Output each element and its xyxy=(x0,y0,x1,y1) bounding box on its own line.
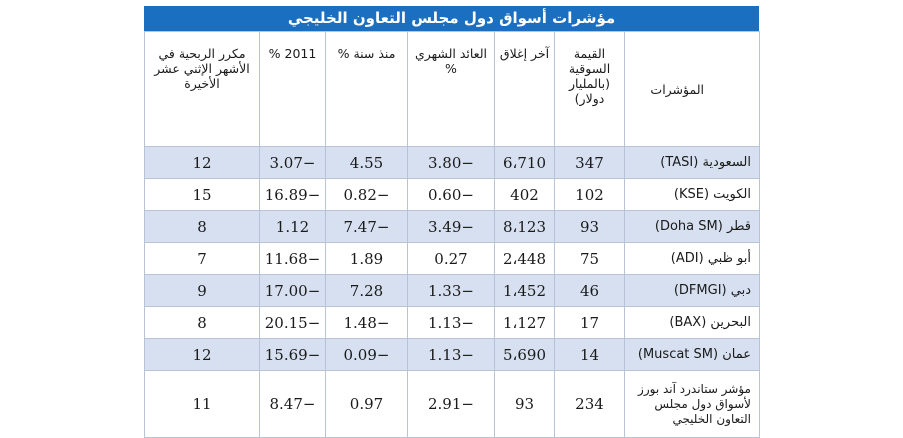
cell-market-cap: 75 xyxy=(554,242,625,275)
cell-2011: −17.00 xyxy=(259,274,326,307)
cell-market-cap: 93 xyxy=(554,210,625,243)
cell-monthly-return: −1.33 xyxy=(407,274,495,307)
table-row: قطر (Doha SM) 93 8،123 −3.49 −7.47 1.12 … xyxy=(144,210,760,243)
cell-last-close: 402 xyxy=(494,178,555,211)
cell-pe-ratio: 11 xyxy=(144,370,260,438)
cell-one-year: 1.89 xyxy=(325,242,408,275)
cell-name: البحرين (BAX) xyxy=(624,306,760,339)
cell-one-year: −7.47 xyxy=(325,210,408,243)
table-row: السعودية (TASI) 347 6،710 −3.80 4.55 −3.… xyxy=(144,146,760,179)
cell-name: قطر (Doha SM) xyxy=(624,210,760,243)
table-row: دبي (DFMGI) 46 1،452 −1.33 7.28 −17.00 9 xyxy=(144,274,760,307)
cell-one-year: 7.28 xyxy=(325,274,408,307)
header-market-cap: القيمة السوقية (بالمليار دولار) xyxy=(554,31,625,147)
table-row: عمان (Muscat SM) 14 5،690 −1.13 −0.09 −1… xyxy=(144,338,760,371)
cell-pe-ratio: 8 xyxy=(144,306,260,339)
cell-monthly-return: −0.60 xyxy=(407,178,495,211)
cell-2011: −11.68 xyxy=(259,242,326,275)
cell-one-year: 0.97 xyxy=(325,370,408,438)
header-last-close: آخر إغلاق xyxy=(494,31,555,147)
cell-last-close: 1،452 xyxy=(494,274,555,307)
cell-name: الكويت (KSE) xyxy=(624,178,760,211)
table-row: البحرين (BAX) 17 1،127 −1.13 −1.48 −20.1… xyxy=(144,306,760,339)
cell-last-close: 6،710 xyxy=(494,146,555,179)
cell-name: أبو ظبي (ADI) xyxy=(624,242,760,275)
gcc-indices-table-container: مؤشرات أسواق دول مجلس التعاون الخليجي ال… xyxy=(144,6,760,438)
cell-pe-ratio: 12 xyxy=(144,146,260,179)
cell-one-year: −0.09 xyxy=(325,338,408,371)
table-row: أبو ظبي (ADI) 75 2،448 0.27 1.89 −11.68 … xyxy=(144,242,760,275)
table-row: الكويت (KSE) 102 402 −0.60 −0.82 −16.89 … xyxy=(144,178,760,211)
header-indices: المؤشرات xyxy=(624,31,760,147)
cell-market-cap: 46 xyxy=(554,274,625,307)
cell-2011: −16.89 xyxy=(259,178,326,211)
cell-market-cap: 14 xyxy=(554,338,625,371)
header-2011: 2011 % xyxy=(259,31,326,147)
cell-monthly-return: −2.91 xyxy=(407,370,495,438)
cell-market-cap: 234 xyxy=(554,370,625,438)
cell-market-cap: 347 xyxy=(554,146,625,179)
cell-last-close: 5،690 xyxy=(494,338,555,371)
cell-last-close: 93 xyxy=(494,370,555,438)
gcc-indices-table: المؤشرات القيمة السوقية (بالمليار دولار)… xyxy=(144,31,760,438)
header-monthly-return: العائد الشهري % xyxy=(407,31,495,147)
cell-one-year: 4.55 xyxy=(325,146,408,179)
header-pe-ratio: مكرر الربحية في الأشهر الإثني عشر الأخير… xyxy=(144,31,260,147)
cell-one-year: −0.82 xyxy=(325,178,408,211)
cell-pe-ratio: 12 xyxy=(144,338,260,371)
cell-pe-ratio: 9 xyxy=(144,274,260,307)
cell-name: دبي (DFMGI) xyxy=(624,274,760,307)
cell-name: السعودية (TASI) xyxy=(624,146,760,179)
cell-2011: −20.15 xyxy=(259,306,326,339)
cell-2011: 1.12 xyxy=(259,210,326,243)
cell-last-close: 1،127 xyxy=(494,306,555,339)
cell-monthly-return: −1.13 xyxy=(407,306,495,339)
cell-market-cap: 102 xyxy=(554,178,625,211)
header-one-year: منذ سنة % xyxy=(325,31,408,147)
cell-pe-ratio: 15 xyxy=(144,178,260,211)
cell-name: مؤشر ستاندرد آند بورز لأسواق دول مجلس ال… xyxy=(624,370,760,438)
cell-market-cap: 17 xyxy=(554,306,625,339)
cell-name: عمان (Muscat SM) xyxy=(624,338,760,371)
cell-one-year: −1.48 xyxy=(325,306,408,339)
cell-monthly-return: −3.49 xyxy=(407,210,495,243)
cell-pe-ratio: 8 xyxy=(144,210,260,243)
table-title: مؤشرات أسواق دول مجلس التعاون الخليجي xyxy=(144,6,759,31)
cell-last-close: 2،448 xyxy=(494,242,555,275)
cell-pe-ratio: 7 xyxy=(144,242,260,275)
cell-2011: −8.47 xyxy=(259,370,326,438)
cell-2011: −3.07 xyxy=(259,146,326,179)
cell-monthly-return: −1.13 xyxy=(407,338,495,371)
cell-monthly-return: −3.80 xyxy=(407,146,495,179)
table-row: مؤشر ستاندرد آند بورز لأسواق دول مجلس ال… xyxy=(144,370,760,438)
cell-monthly-return: 0.27 xyxy=(407,242,495,275)
cell-2011: −15.69 xyxy=(259,338,326,371)
cell-last-close: 8،123 xyxy=(494,210,555,243)
header-row: المؤشرات القيمة السوقية (بالمليار دولار)… xyxy=(144,31,760,147)
